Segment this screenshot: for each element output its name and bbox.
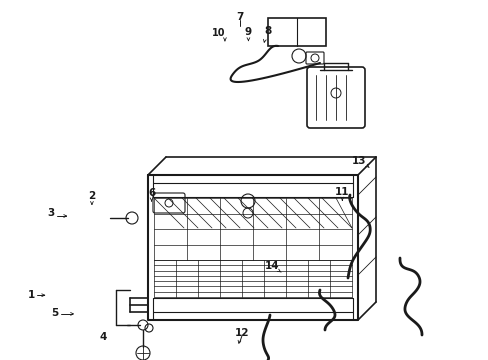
Text: 4: 4 bbox=[99, 332, 106, 342]
Text: 10: 10 bbox=[211, 28, 225, 38]
Bar bbox=[267, 18, 325, 46]
Text: 13: 13 bbox=[351, 156, 366, 166]
Text: 14: 14 bbox=[264, 261, 279, 271]
Text: 8: 8 bbox=[264, 26, 271, 36]
Text: 3: 3 bbox=[47, 208, 55, 218]
Text: 7: 7 bbox=[235, 12, 243, 22]
Text: 1: 1 bbox=[28, 290, 35, 300]
Text: 6: 6 bbox=[148, 188, 155, 198]
Text: 9: 9 bbox=[244, 27, 251, 37]
Text: 5: 5 bbox=[51, 308, 58, 318]
Text: 2: 2 bbox=[88, 191, 95, 201]
Text: 12: 12 bbox=[234, 328, 249, 338]
Text: 11: 11 bbox=[334, 186, 349, 197]
